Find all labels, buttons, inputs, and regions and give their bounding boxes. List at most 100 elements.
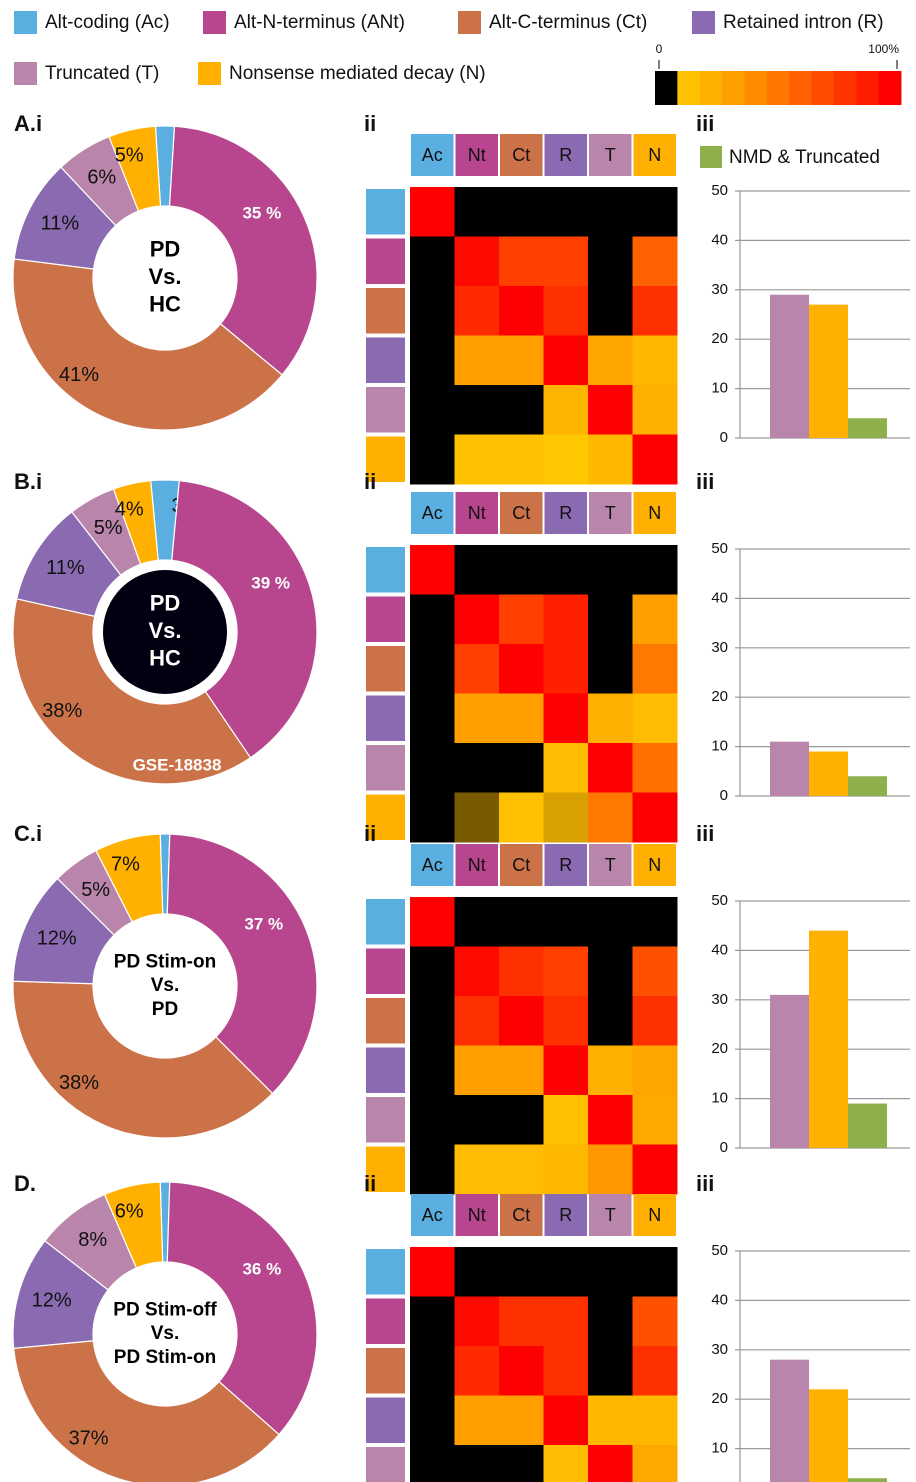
heatmap-cell-r6c2 <box>454 792 500 843</box>
pie-label-n: 7% <box>111 853 140 875</box>
heatmap-cell-r6c1 <box>410 434 455 485</box>
heatmap-header-label-ct: Ct <box>512 145 530 165</box>
heatmap-cell-r2c2 <box>454 946 500 997</box>
bar-2 <box>809 304 848 438</box>
heatmap-cell-r5c3 <box>499 743 544 793</box>
heatmap-cell-r2c1 <box>410 1296 455 1347</box>
heatmap-cell-r3c4 <box>543 644 589 694</box>
heatmap-cell-r4c3 <box>499 1395 544 1446</box>
heatmap-header-r <box>544 492 587 534</box>
heatmap-cell-r1c1 <box>410 1247 455 1297</box>
heatmap-cell-r1c6 <box>632 897 678 947</box>
pie-label-r: 12% <box>32 1289 72 1311</box>
pie-label-n: 4% <box>115 498 144 520</box>
bar-ytick-label-20: 20 <box>711 1040 728 1057</box>
heatmap-header-label-t: T <box>605 145 616 165</box>
heatmap-cell-r5c5 <box>588 743 633 793</box>
heatmap-header-ac <box>411 844 454 886</box>
bar-ytick-label-40: 40 <box>711 589 728 606</box>
heatmap-cell-r5c3 <box>499 1445 544 1482</box>
heatmap-header-nt <box>455 492 498 534</box>
heatmap-header-label-nt: Nt <box>468 503 486 523</box>
bar-ytick-label-30: 30 <box>711 639 728 656</box>
heatmap-cell-r2c6 <box>632 594 678 645</box>
heatmap-row-swatch-3 <box>366 998 405 1044</box>
panel-label-2iii: iii <box>696 469 714 494</box>
heatmap-cell-r5c1 <box>410 1445 455 1482</box>
legend-label-3: Alt-C-terminus (Ct) <box>489 12 647 33</box>
heatmap-cell-r5c2 <box>454 743 500 793</box>
bar-ytick-label-30: 30 <box>711 1341 728 1358</box>
heatmap-header-label-ac: Ac <box>422 855 443 875</box>
pie-label-ant: 36 % <box>242 1260 281 1279</box>
bar-ytick-label-40: 40 <box>711 1291 728 1308</box>
pie-label-ant: 35 % <box>242 204 281 223</box>
bar-1 <box>770 994 809 1148</box>
pie-label-t: 5% <box>94 517 123 539</box>
heatmap-header-ct <box>500 844 543 886</box>
heatmap-cell-r3c2 <box>454 644 500 694</box>
heatmap-header-label-n: N <box>648 145 661 165</box>
heatmap-cell-r5c4 <box>543 1095 589 1145</box>
heatmap-cell-r5c6 <box>632 385 678 435</box>
pie-slice-ct <box>12 598 252 785</box>
heatmap-cell-r4c4 <box>543 1395 589 1446</box>
heatmap-row-swatch-3 <box>366 646 405 692</box>
bar-ytick-label-10: 10 <box>711 738 728 755</box>
heatmap-cell-r1c4 <box>543 897 589 947</box>
heatmap-cell-r6c4 <box>543 792 589 843</box>
heatmap-header-ct <box>500 492 543 534</box>
heatmap-cell-r6c3 <box>499 1144 544 1195</box>
heatmap-cell-r2c2 <box>454 594 500 645</box>
heatmap-header-r <box>544 134 587 176</box>
heatmap-cell-r5c3 <box>499 1095 544 1145</box>
panel-label-3i: C.i <box>14 821 42 846</box>
bar-ytick-label-0: 0 <box>720 1139 728 1156</box>
bar-ytick-label-40: 40 <box>711 231 728 248</box>
pie-center-text-2: Vs. <box>148 264 181 289</box>
heatmap-row-swatch-6 <box>366 436 405 482</box>
bar-ytick-label-50: 50 <box>711 182 728 199</box>
heatmap-header-label-nt: Nt <box>468 145 486 165</box>
heatmap-cell-r2c4 <box>543 946 589 997</box>
heatmap-row-swatch-3 <box>366 1348 405 1394</box>
heatmap-cell-r4c3 <box>499 335 544 386</box>
heatmap-header-label-t: T <box>605 1205 616 1225</box>
bar-ytick-label-50: 50 <box>711 1242 728 1259</box>
bar-2 <box>809 751 848 796</box>
bar-ytick-label-40: 40 <box>711 941 728 958</box>
pie-label-t: 8% <box>78 1229 107 1251</box>
heatmap-cell-r4c4 <box>543 1045 589 1096</box>
heatmap-cell-r5c5 <box>588 1095 633 1145</box>
pie-label-t: 6% <box>87 167 116 189</box>
colorscale-swatch-1 <box>655 71 678 105</box>
heatmap-cell-r4c2 <box>454 1045 500 1096</box>
heatmap-cell-r2c5 <box>588 946 633 997</box>
heatmap-cell-r2c4 <box>543 236 589 287</box>
heatmap-cell-r1c1 <box>410 187 455 237</box>
heatmap-header-nt <box>455 844 498 886</box>
heatmap-cell-r2c4 <box>543 1296 589 1347</box>
heatmap-header-t <box>589 492 632 534</box>
heatmap-cell-r6c5 <box>588 434 633 485</box>
heatmap-header-label-r: R <box>559 1205 572 1225</box>
heatmap-row-swatch-2 <box>366 1298 405 1344</box>
heatmap-header-ac <box>411 134 454 176</box>
heatmap-cell-r3c1 <box>410 644 455 694</box>
heatmap-header-r <box>544 844 587 886</box>
heatmap-cell-r4c2 <box>454 1395 500 1446</box>
heatmap-cell-r3c5 <box>588 996 633 1046</box>
heatmap-cell-r4c1 <box>410 335 455 386</box>
bar-ytick-label-20: 20 <box>711 1390 728 1407</box>
pie-center-text-3: PD Stim-on <box>114 1347 216 1368</box>
colorscale-swatch-7 <box>789 71 813 105</box>
heatmap-cell-r2c3 <box>499 946 544 997</box>
pie-center-text-1: PD <box>150 590 181 615</box>
bar-ytick-label-30: 30 <box>711 991 728 1008</box>
pie-center-text-2: Vs. <box>148 618 181 643</box>
pie-center-text-3: HC <box>149 645 181 670</box>
heatmap-header-label-nt: Nt <box>468 1205 486 1225</box>
heatmap-cell-r5c2 <box>454 1095 500 1145</box>
panel-label-2i: B.i <box>14 469 42 494</box>
heatmap-cell-r5c4 <box>543 1445 589 1482</box>
